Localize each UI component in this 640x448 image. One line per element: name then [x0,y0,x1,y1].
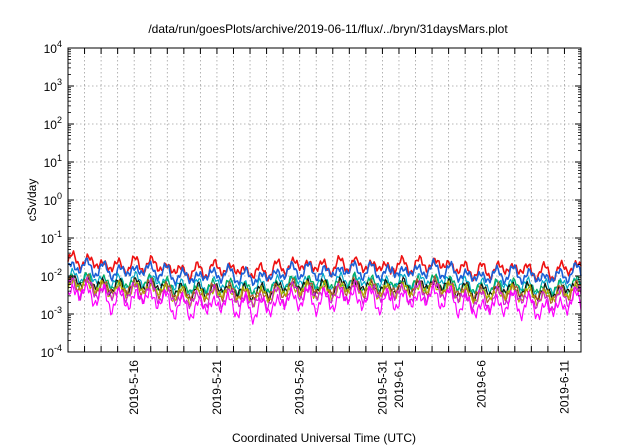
series-line [67,281,582,325]
series-line [67,267,582,297]
x-tick-label: 2019-5-21 [210,360,224,415]
y-tick-label: 103 [44,77,62,94]
x-axis-label: Coordinated Universal Time (UTC) [232,431,416,445]
y-tick-label: 100 [44,191,62,208]
x-axis: 2019-5-16 2019-5-21 2019-5-26 2019-5-31 2019… [84,48,571,415]
chart-title: /data/run/goesPlots/archive/2019-06-11/f… [148,22,508,36]
y-axis-label: cSv/day [25,179,39,222]
y-tick-label: 10-3 [41,305,62,322]
x-tick-label: 2019-5-26 [293,360,307,415]
y-axis: 10-4 10-3 10-2 10-1 100 101 102 103 104 [41,39,581,360]
y-tick-label: 101 [44,153,62,170]
x-tick-label: 2019-5-31 [375,360,389,415]
y-tick-label: 102 [44,115,62,132]
x-tick-label: 2019-6-6 [475,360,489,408]
y-tick-label: 10-4 [41,343,62,360]
y-tick-label: 104 [44,39,62,56]
grid [68,48,581,352]
x-tick-label: 2019-6-1 [392,360,406,408]
x-tick-label: 2019-6-11 [557,360,571,414]
y-tick-label: 10-1 [41,229,62,246]
series-line [67,276,582,313]
y-tick-label: 10-2 [41,267,62,284]
series-line [67,273,582,304]
series-line [67,271,582,298]
series-group [67,250,582,325]
x-tick-label: 2019-5-16 [127,360,141,415]
series-line [68,257,582,287]
